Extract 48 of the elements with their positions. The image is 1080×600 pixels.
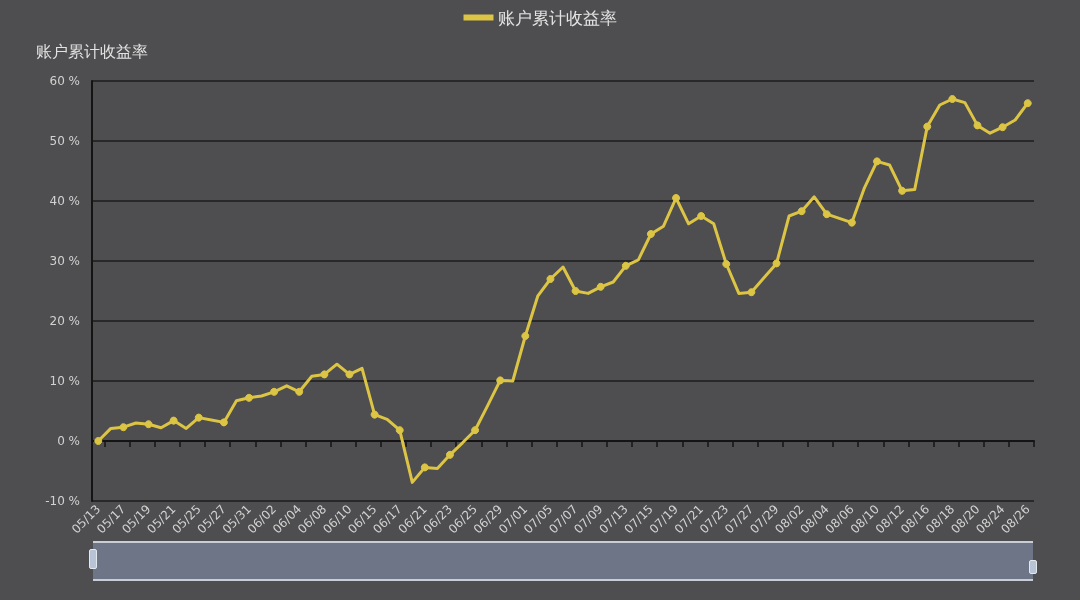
point: [797, 207, 806, 216]
y-tick-label: 10 %: [49, 374, 80, 388]
point: [973, 121, 982, 130]
point: [245, 393, 253, 402]
point: [270, 387, 279, 396]
point: [420, 463, 429, 472]
point: [295, 387, 304, 396]
point: [94, 437, 103, 445]
y-axis-title: 账户累计收益率: [36, 41, 148, 61]
point: [496, 376, 505, 385]
y-tick-label: 20 %: [49, 314, 80, 328]
point: [672, 194, 681, 202]
point: [219, 418, 228, 427]
point: [948, 95, 957, 103]
point: [521, 332, 530, 340]
point: [621, 261, 630, 270]
y-tick-label: 60 %: [49, 74, 80, 88]
point: [923, 122, 932, 131]
point: [596, 282, 605, 291]
point: [898, 186, 907, 195]
point: [646, 230, 655, 238]
point: [822, 210, 831, 219]
point: [345, 370, 354, 379]
y-tick-label: 40 %: [49, 194, 80, 208]
y-tick-label: 50 %: [49, 134, 80, 148]
point: [370, 410, 379, 419]
point: [998, 123, 1007, 132]
legend-label: 账户累计收益率: [497, 7, 617, 28]
y-tick-label: 0 %: [57, 434, 80, 448]
y-tick-label: 30 %: [49, 254, 80, 268]
point: [571, 287, 580, 295]
y-tick-label: -10 %: [45, 494, 80, 508]
point: [169, 416, 178, 425]
point: [747, 288, 756, 297]
point: [471, 426, 480, 435]
point: [873, 157, 881, 166]
point: [144, 420, 153, 429]
point: [772, 259, 781, 268]
point: [847, 218, 856, 227]
point: [722, 260, 731, 268]
point: [1023, 99, 1032, 108]
point: [546, 275, 555, 283]
point: [320, 370, 329, 379]
point: [445, 450, 454, 459]
point: [119, 423, 128, 432]
point: [697, 212, 706, 220]
point: [395, 426, 404, 435]
point: [194, 413, 203, 422]
